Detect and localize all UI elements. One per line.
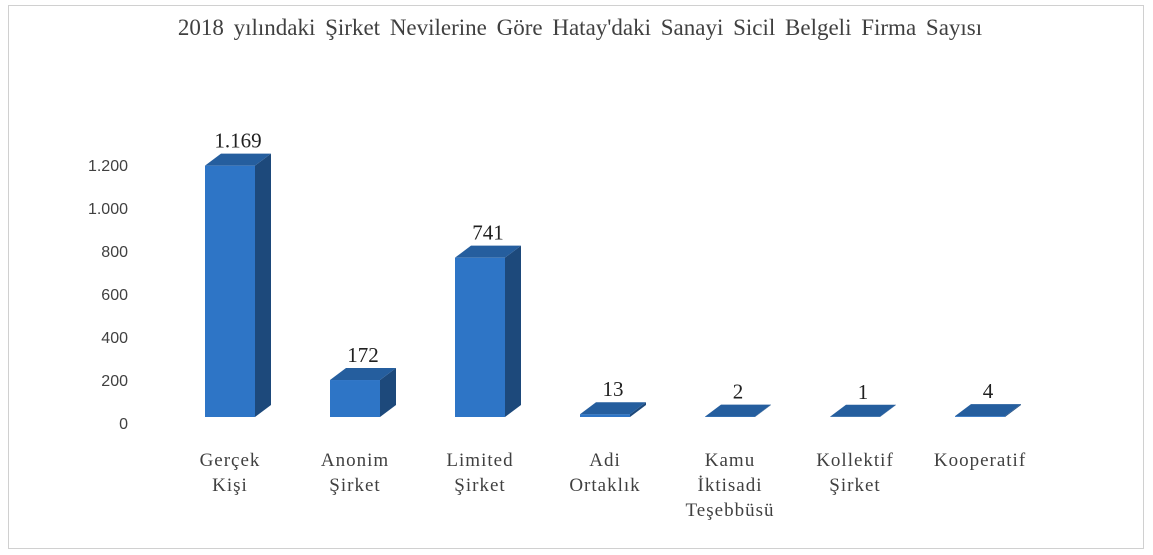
x-tick-label: Kamu İktisadi Teşebbüsü	[686, 450, 775, 521]
y-tick-label: 200	[101, 373, 128, 390]
value-label: 1.169	[214, 129, 261, 153]
value-label: 741	[472, 221, 504, 245]
chart-title: 2018 yılındaki Şirket Nevilerine Göre Ha…	[177, 15, 983, 40]
bar	[205, 153, 271, 418]
y-tick-label: 600	[101, 287, 128, 304]
y-tick-label: 800	[101, 244, 128, 261]
x-tick-label: Kooperatif	[934, 450, 1026, 471]
bar-top	[580, 402, 646, 415]
bar	[330, 368, 396, 417]
y-tick-label: 400	[101, 330, 128, 347]
bar-side	[1005, 404, 1021, 417]
value-label: 172	[347, 343, 379, 367]
value-label: 2	[733, 380, 744, 404]
bar-top	[830, 404, 896, 417]
bar-side	[505, 245, 521, 417]
x-tick-label: Adi Ortaklık	[569, 450, 640, 496]
bar-side	[880, 404, 896, 417]
x-tick-label: Gerçek Kişi	[200, 450, 261, 496]
bar-top	[705, 404, 771, 417]
bar-top	[205, 153, 271, 166]
bar-top	[330, 368, 396, 381]
x-tick-label: Anonim Şirket	[321, 450, 389, 496]
bar	[580, 402, 646, 417]
bar-side	[755, 404, 771, 417]
value-label: 4	[983, 379, 994, 403]
bar	[455, 245, 521, 417]
bar-front	[455, 257, 505, 417]
bar-front	[955, 416, 1005, 417]
bar	[705, 404, 771, 417]
bar	[955, 404, 1021, 417]
bar-side	[380, 368, 396, 417]
y-tick-label: 1.200	[88, 158, 128, 175]
bar-side	[255, 153, 271, 418]
bar-front	[330, 380, 380, 417]
y-tick-label: 0	[119, 416, 128, 433]
y-tick-label: 1.000	[88, 201, 128, 218]
x-tick-label: Limited Şirket	[446, 450, 513, 496]
value-label: 1	[858, 380, 869, 404]
bar-top	[455, 245, 521, 258]
bar-front	[205, 165, 255, 417]
chart-frame	[8, 5, 1144, 549]
bar-side	[630, 402, 646, 417]
value-label: 13	[603, 377, 624, 401]
bar-top	[955, 404, 1021, 417]
bar-front	[580, 414, 630, 417]
bar	[830, 404, 896, 417]
x-tick-label: Kollektif Şirket	[816, 450, 894, 496]
